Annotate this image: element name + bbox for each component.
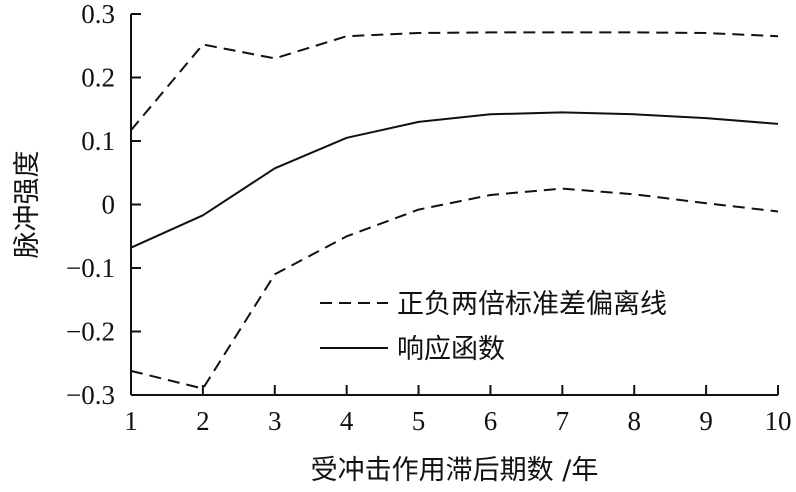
y-tick-label: −0.3 (66, 380, 115, 410)
x-tick-label: 8 (627, 406, 641, 436)
tick-layer: 0.3 0.2 0.1 0 −0.1 −0.2 −0.3 1 2 3 4 5 6 7 8 9 10 (66, 0, 791, 436)
y-tick-label: 0.3 (81, 0, 115, 29)
y-tick-label: 0 (102, 190, 116, 220)
y-tick-label: −0.1 (66, 253, 115, 283)
series-line-1 (130, 187, 779, 390)
x-tick-label: 5 (412, 406, 426, 436)
y-tick-label: 0.2 (81, 63, 115, 93)
x-tick-label: 6 (484, 406, 498, 436)
series-line-0 (130, 31, 779, 131)
legend-label-1: 响应函数 (397, 334, 505, 365)
x-tick-label: 4 (340, 406, 354, 436)
x-tick-label: 7 (556, 406, 570, 436)
x-tick-label: 3 (268, 406, 282, 436)
x-axis-title: 受冲击作用滞后期数 /年 (311, 455, 599, 486)
x-tick-label: 9 (699, 406, 713, 436)
x-tick-label: 1 (124, 406, 138, 436)
series-layer (130, 31, 779, 390)
x-tick-label: 2 (196, 406, 210, 436)
y-axis-title: 脉冲强度 (12, 151, 43, 259)
x-tick-label: 10 (765, 406, 792, 436)
legend-label-0: 正负两倍标准差偏离线 (397, 289, 667, 320)
series-line-2 (130, 111, 779, 249)
y-tick-label: −0.2 (66, 317, 115, 347)
y-tick-label: 0.1 (81, 126, 115, 156)
